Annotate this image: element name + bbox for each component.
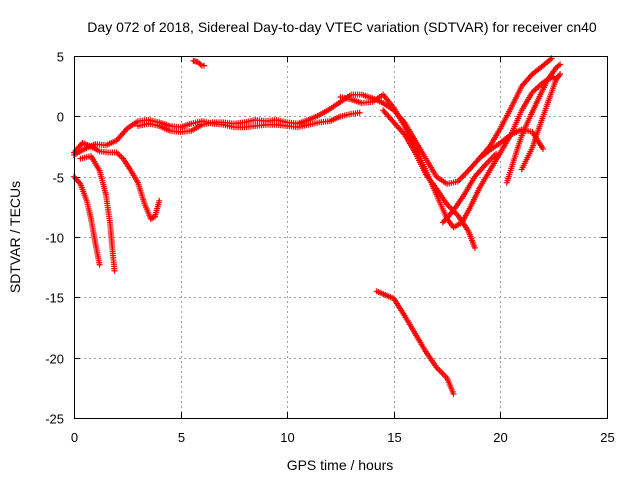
data-point-marker: [156, 197, 163, 204]
x-axis-label: GPS time / hours: [287, 457, 394, 473]
series-arc-11: [439, 150, 500, 226]
y-tick-label: -25: [45, 412, 64, 427]
series-arc-9: [373, 288, 457, 397]
data-series: [71, 55, 564, 397]
data-point-marker: [450, 390, 457, 397]
y-tick-label: -5: [52, 171, 64, 186]
series-arc-2: [77, 153, 118, 274]
data-point-marker: [356, 109, 363, 116]
grid: [74, 56, 607, 418]
y-tick-label: -10: [45, 231, 64, 246]
data-point-marker: [493, 150, 500, 157]
x-tick-label: 0: [71, 430, 78, 445]
x-tick-label: 20: [493, 430, 507, 445]
data-point-marker: [557, 71, 564, 78]
y-tick-label: -20: [45, 352, 64, 367]
plot-frame: [74, 56, 608, 419]
x-tick-label: 25: [600, 430, 614, 445]
series-arc-7: [380, 107, 478, 251]
series-arc-13: [518, 71, 564, 173]
series-arc-5: [134, 55, 555, 187]
x-tick-label: 10: [280, 430, 294, 445]
x-tick-label: 5: [178, 430, 185, 445]
data-point-marker: [557, 61, 564, 68]
data-point-marker: [540, 145, 547, 152]
y-axis-label: SDTVAR / TECUs: [7, 181, 23, 293]
series-arc-8: [190, 57, 208, 69]
y-tick-label: -15: [45, 291, 64, 306]
data-point-marker: [201, 62, 208, 69]
series-arc-12: [503, 61, 564, 186]
x-tick-label: 15: [387, 430, 401, 445]
chart-title: Day 072 of 2018, Sidereal Day-to-day VTE…: [87, 19, 597, 35]
series-arc-3: [71, 139, 163, 222]
series-arc-1: [71, 173, 103, 268]
data-point-marker: [96, 261, 103, 268]
series-arc-4: [71, 109, 363, 158]
data-point-marker: [111, 267, 118, 274]
y-tick-label: 5: [57, 50, 64, 65]
data-point-marker: [471, 244, 478, 251]
y-tick-label: 0: [57, 110, 64, 125]
